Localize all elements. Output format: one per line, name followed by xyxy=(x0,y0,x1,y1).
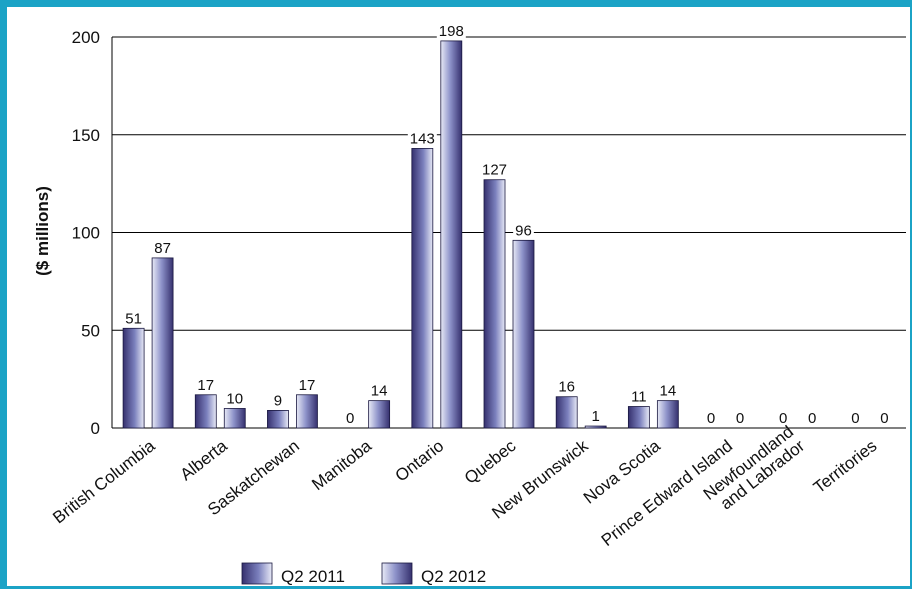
bar-q2-2012 xyxy=(223,408,246,429)
data-label: 143 xyxy=(410,130,435,147)
bar-q2-2012 xyxy=(584,425,607,429)
data-label: 10 xyxy=(226,390,243,407)
category-label: Territories xyxy=(810,436,881,497)
legend: Q2 2011 Q2 2012 xyxy=(241,562,486,586)
data-label: 0 xyxy=(736,410,744,427)
data-label-backing xyxy=(407,130,437,148)
bar-q2-2012 xyxy=(151,257,174,429)
bar-q2-2012 xyxy=(368,400,391,429)
bar-q2-2012 xyxy=(296,394,318,429)
data-label-backing xyxy=(777,410,790,427)
data-label-backing xyxy=(589,408,602,426)
legend-label: Q2 2011 xyxy=(281,567,345,586)
data-label: 198 xyxy=(439,23,464,40)
legend-swatch xyxy=(241,562,273,585)
y-axis-label: ($ millions) xyxy=(33,186,52,276)
bar-q2-2011 xyxy=(555,396,578,429)
bar-q2-2011 xyxy=(411,148,434,429)
y-tick-label: 50 xyxy=(81,321,100,340)
data-label: 0 xyxy=(808,410,816,427)
category-label: British Columbia xyxy=(49,436,159,528)
y-axis-ticks: 0 50 100 150 200 xyxy=(72,28,100,438)
data-label-backing xyxy=(878,410,891,427)
data-label: 87 xyxy=(154,240,171,257)
gridlines xyxy=(111,36,906,429)
data-label: 1 xyxy=(592,408,600,425)
data-label-backing xyxy=(704,410,718,427)
category-label: Newfoundlandand Labrador xyxy=(700,422,809,518)
data-label: 0 xyxy=(779,410,787,427)
data-label: 127 xyxy=(482,162,507,179)
data-label: 96 xyxy=(515,222,532,239)
bar-q2-2011 xyxy=(627,406,650,429)
y-tick-label: 150 xyxy=(72,126,100,145)
data-label: 17 xyxy=(197,377,214,394)
data-label-backing xyxy=(224,390,246,408)
data-label: 14 xyxy=(371,383,388,400)
data-label-backing xyxy=(343,410,357,427)
data-label-backing xyxy=(556,378,578,396)
data-label-backing xyxy=(152,239,173,257)
data-label: 14 xyxy=(660,383,677,400)
bar-q2-2011 xyxy=(122,327,145,429)
data-label-backing xyxy=(733,410,747,427)
bar-q2-2012 xyxy=(656,400,679,429)
data-label-backing xyxy=(513,222,534,240)
category-label: Quebec xyxy=(461,436,520,488)
data-label-backing xyxy=(271,392,285,410)
y-tick-label: 200 xyxy=(72,28,100,47)
data-label-backing xyxy=(806,410,819,427)
data-label: 0 xyxy=(346,410,354,427)
data-label-backing xyxy=(849,410,862,427)
y-tick-label: 100 xyxy=(72,224,100,243)
bar-q2-2012 xyxy=(512,239,535,429)
data-label: 0 xyxy=(880,410,888,427)
data-label-backing xyxy=(368,382,390,400)
bar-q2-2012 xyxy=(440,40,463,429)
data-label-backing xyxy=(123,310,144,328)
data-label: 0 xyxy=(851,410,859,427)
data-label-backing xyxy=(436,22,466,40)
bar-q2-2011 xyxy=(194,394,217,429)
data-label-backing xyxy=(629,388,649,406)
bar-q2-2011 xyxy=(267,410,289,429)
data-label: 16 xyxy=(558,379,575,396)
legend-label: Q2 2012 xyxy=(421,567,486,586)
data-label-backing xyxy=(479,161,510,179)
category-label: Manitoba xyxy=(308,436,375,494)
data-label: 9 xyxy=(274,392,282,409)
data-label-backing xyxy=(296,376,318,394)
category-label: Alberta xyxy=(177,436,232,484)
data-label-backing xyxy=(195,376,217,394)
legend-swatch xyxy=(381,562,413,585)
category-label: Ontario xyxy=(392,436,448,485)
y-tick-label: 0 xyxy=(91,419,100,438)
data-label: 0 xyxy=(707,410,715,427)
data-label: 11 xyxy=(631,388,647,405)
bar-q2-2011 xyxy=(483,179,506,429)
data-label-backing xyxy=(657,382,679,400)
data-label: 17 xyxy=(299,377,316,394)
data-label: 51 xyxy=(125,310,142,327)
